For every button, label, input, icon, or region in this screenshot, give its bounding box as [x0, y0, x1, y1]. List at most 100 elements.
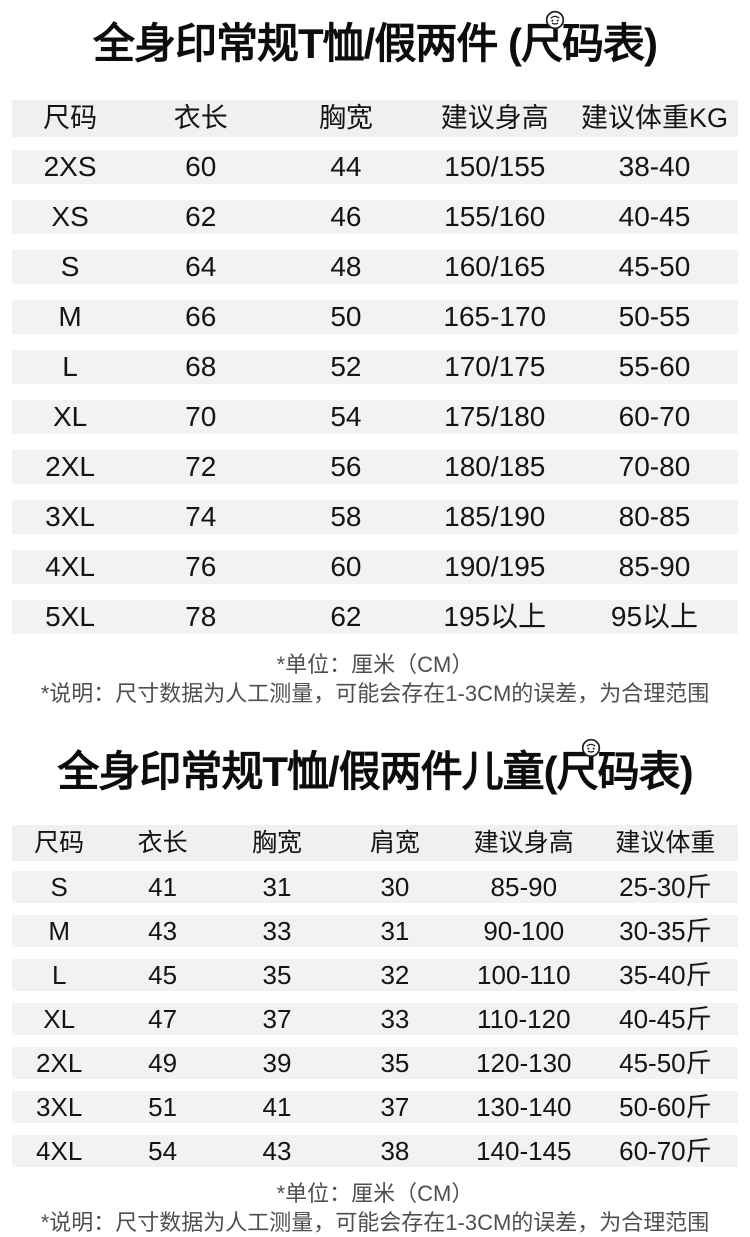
table-cell: 31 [380, 916, 410, 946]
table-row: S 41 31 30 85-90 25-30斤 [12, 871, 738, 903]
table-cell: 35 [380, 1048, 410, 1078]
table-cell: XS [51, 201, 89, 232]
table-cell: 60-70 [618, 401, 691, 432]
column-header: 尺码 [34, 829, 85, 857]
kids-table-notes: *单位：厘米（CM） *说明：尺寸数据为人工测量，可能会存在1-3CM的误差，为… [0, 1179, 750, 1237]
table-cell: 85-90 [490, 872, 558, 902]
table-cell: 38 [380, 1136, 410, 1166]
table-cell: 195以上 [443, 601, 547, 632]
table-cell: 130-140 [476, 1092, 572, 1122]
table-cell: M [58, 301, 82, 332]
column-header: 建议身高 [473, 829, 574, 857]
column-header: 胸宽 [251, 829, 302, 857]
table-cell: 25-30斤 [619, 872, 712, 902]
table-cell: 62 [330, 601, 362, 632]
table-cell: 155/160 [444, 201, 546, 232]
column-header: 建议体重 [615, 829, 716, 857]
kids-title-text: 全身印常规T恤/假两件儿童 [57, 748, 544, 795]
table-cell: 120-130 [476, 1048, 572, 1078]
kids-table-body: S 41 31 30 85-90 25-30斤 M 43 33 31 90-100 30-35斤 L 45… [12, 871, 738, 1167]
table-cell: 50-55 [618, 301, 691, 332]
table-cell: 110-120 [477, 1004, 571, 1034]
table-cell: 2XS [43, 151, 97, 182]
table-cell: 45 [148, 960, 178, 990]
table-cell: 170/175 [444, 351, 546, 382]
table-cell: 60 [185, 151, 217, 182]
table-cell: 38-40 [618, 151, 691, 182]
table-cell: 74 [185, 501, 217, 532]
table-cell: S [60, 251, 80, 282]
table-cell: 32 [380, 960, 410, 990]
table-cell: 41 [262, 1092, 292, 1122]
column-header: 建议身高 [440, 103, 549, 133]
table-cell: 31 [262, 872, 292, 902]
table-cell: XL [43, 1004, 76, 1034]
table-cell: 2XL [45, 451, 95, 482]
table-cell: 33 [262, 916, 292, 946]
table-row: M 66 50 165-170 50-55 [12, 300, 738, 334]
table-cell: 47 [148, 1004, 178, 1034]
table-cell: 66 [185, 301, 217, 332]
table-cell: L [62, 351, 78, 382]
column-header: 肩宽 [369, 829, 420, 857]
kids-title-suffix-text: (尺码表) [543, 748, 694, 795]
kids-title-suffix-wrap: (尺码表) [543, 738, 694, 800]
table-cell: 180/185 [444, 451, 546, 482]
table-row: 4XL 54 43 38 140-145 60-70斤 [12, 1135, 738, 1167]
column-header: 衣长 [137, 829, 188, 857]
table-cell: 80-85 [618, 501, 691, 532]
table-cell: 68 [185, 351, 217, 382]
table-cell: 37 [380, 1092, 410, 1122]
column-header: 衣长 [173, 103, 228, 133]
table-cell: 165-170 [443, 301, 547, 332]
table-cell: 60 [330, 551, 362, 582]
table-row: M 43 33 31 90-100 30-35斤 [12, 915, 738, 947]
table-cell: XL [52, 401, 88, 432]
table-cell: 185/190 [444, 501, 546, 532]
table-cell: 40-45斤 [619, 1004, 712, 1034]
table-cell: 3XL [45, 501, 95, 532]
table-row: XS 62 46 155/160 40-45 [12, 200, 738, 234]
column-header: 尺码 [43, 103, 98, 133]
table-cell: 49 [148, 1048, 178, 1078]
table-row: 4XL 76 60 190/195 85-90 [12, 550, 738, 584]
table-cell: 40-45 [618, 201, 691, 232]
unit-note: *单位：厘米（CM） [276, 1181, 474, 1206]
measurement-note: *说明：尺寸数据为人工测量，可能会存在1-3CM的误差，为合理范围 [40, 681, 710, 706]
table-row: 2XL 72 56 180/185 70-80 [12, 450, 738, 484]
table-cell: 30-35斤 [619, 916, 712, 946]
table-cell: 48 [330, 251, 362, 282]
table-row: 3XL 74 58 185/190 80-85 [12, 500, 738, 534]
table-cell: 50-60斤 [619, 1092, 712, 1122]
table-cell: 56 [330, 451, 362, 482]
table-cell: 43 [262, 1136, 292, 1166]
kids-table-title: 全身印常规T恤/假两件儿童(尺码表) [0, 738, 750, 800]
table-cell: 33 [380, 1004, 410, 1034]
table-cell: 76 [185, 551, 217, 582]
table-cell: 4XL [36, 1136, 83, 1166]
table-cell: 44 [330, 151, 362, 182]
table-row: XL 47 37 33 110-120 40-45斤 [12, 1003, 738, 1035]
table-row: 2XS 60 44 150/155 38-40 [12, 150, 738, 184]
table-cell: 54 [148, 1136, 178, 1166]
table-cell: L [51, 960, 67, 990]
kids-size-table: 尺码 衣长 胸宽 肩宽 建议身高 建议体重 S 41 31 30 85-90 25-30斤 M 43 33… [12, 825, 738, 1167]
table-cell: S [50, 872, 68, 902]
table-cell: 37 [262, 1004, 292, 1034]
table-row: 2XL 49 39 35 120-130 45-50斤 [12, 1047, 738, 1079]
unit-note: *单位：厘米（CM） [276, 652, 474, 677]
table-row: L 45 35 32 100-110 35-40斤 [12, 959, 738, 991]
table-cell: 150/155 [444, 151, 546, 182]
table-cell: 70-80 [618, 451, 691, 482]
adult-size-table: 尺码 衣长 胸宽 建议身高 建议体重KG 2XS 60 44 150/155 38-40 XS 62… [12, 100, 738, 634]
table-cell: 140-145 [476, 1136, 572, 1166]
column-header: 胸宽 [318, 103, 373, 133]
table-row: XL 70 54 175/180 60-70 [12, 400, 738, 434]
table-cell: 45-50斤 [619, 1048, 712, 1078]
table-cell: M [48, 916, 71, 946]
table-cell: 41 [148, 872, 178, 902]
table-row: S 64 48 160/165 45-50 [12, 250, 738, 284]
table-row: 3XL 51 41 37 130-140 50-60斤 [12, 1091, 738, 1123]
table-cell: 35-40斤 [619, 960, 712, 990]
table-cell: 58 [330, 501, 362, 532]
